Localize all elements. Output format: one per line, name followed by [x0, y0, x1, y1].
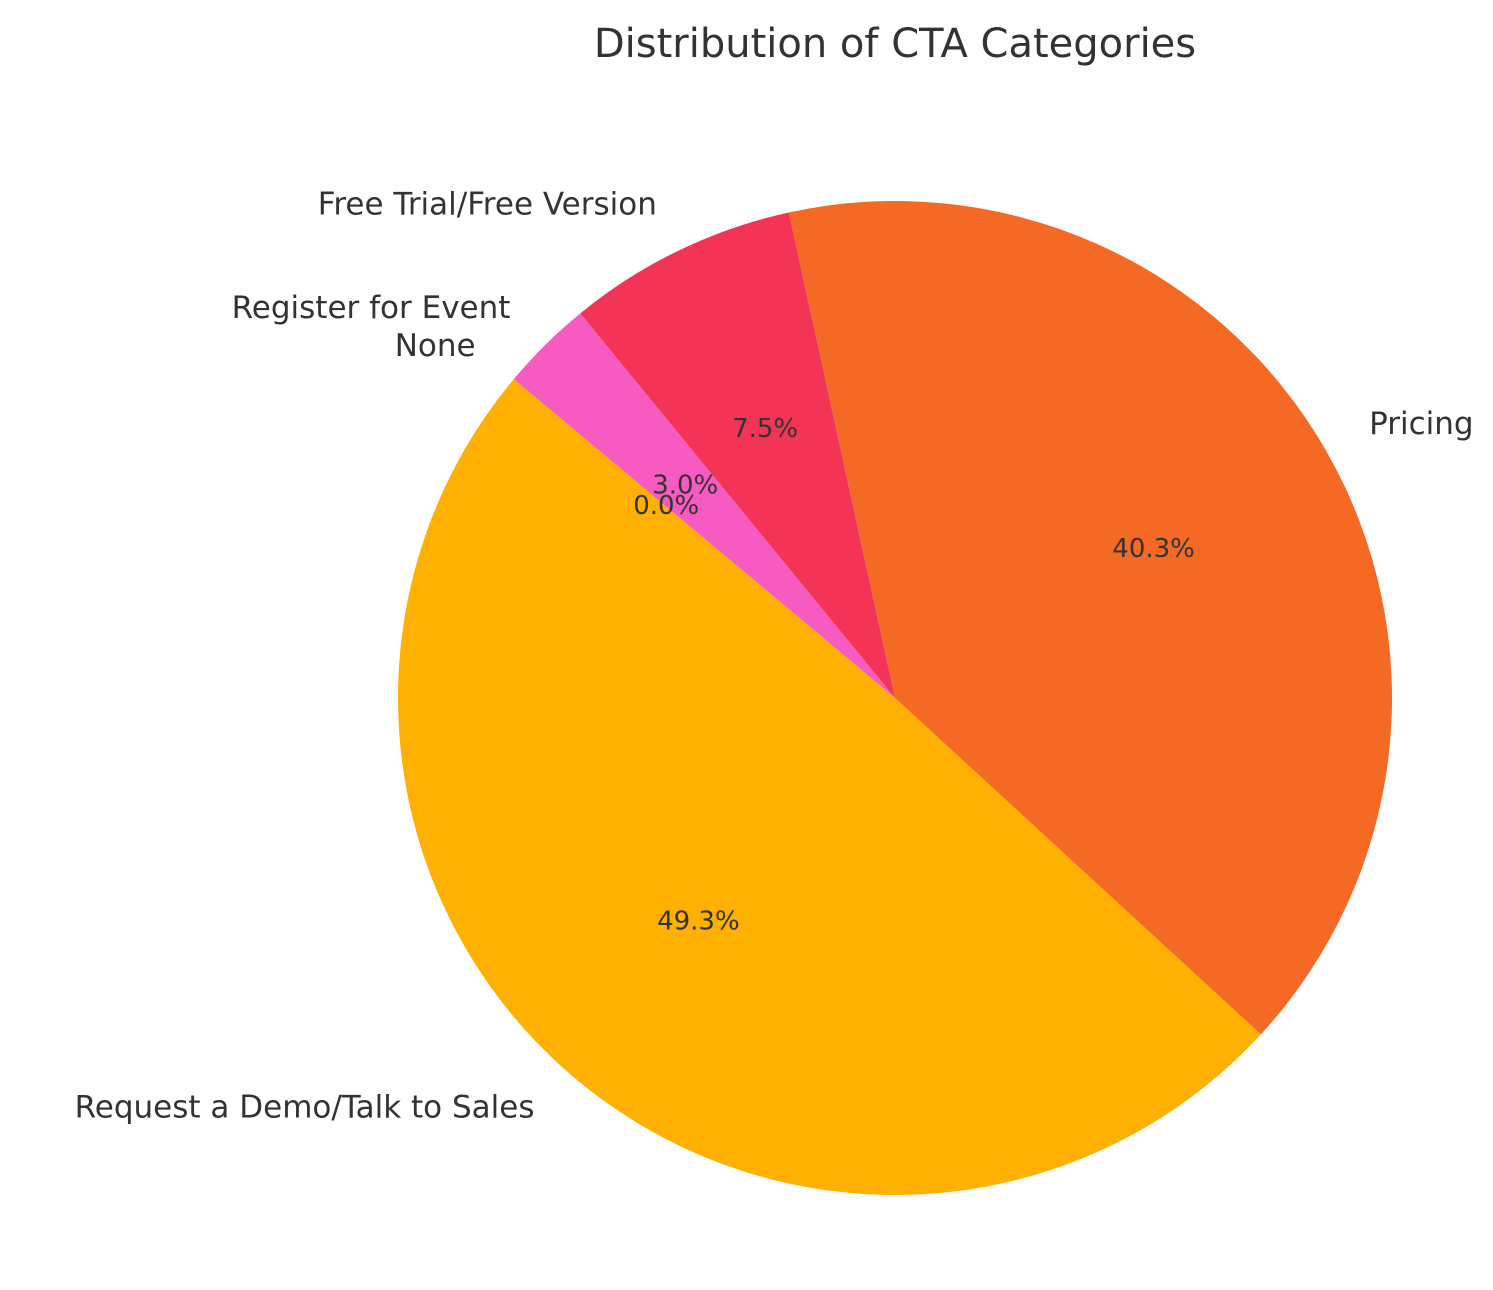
slice-label: Request a Demo/Talk to Sales — [75, 1090, 535, 1126]
slice-label: Free Trial/Free Version — [318, 186, 657, 222]
value-label: 3.0% — [652, 471, 718, 501]
value-label: 49.3% — [657, 907, 740, 937]
value-label: 40.3% — [1112, 534, 1195, 564]
pie-slice — [398, 379, 1261, 1195]
slice-label: Pricing — [1369, 406, 1474, 442]
pie-slice — [580, 212, 895, 698]
slice-label: Register for Event — [232, 290, 511, 326]
value-label: 7.5% — [732, 414, 798, 444]
pie-slice — [513, 313, 895, 698]
pie-slice — [788, 201, 1392, 1035]
slice-label: None — [395, 328, 476, 364]
chart-title: Distribution of CTA Categories — [594, 21, 1196, 67]
value-label: 0.0% — [633, 491, 699, 521]
